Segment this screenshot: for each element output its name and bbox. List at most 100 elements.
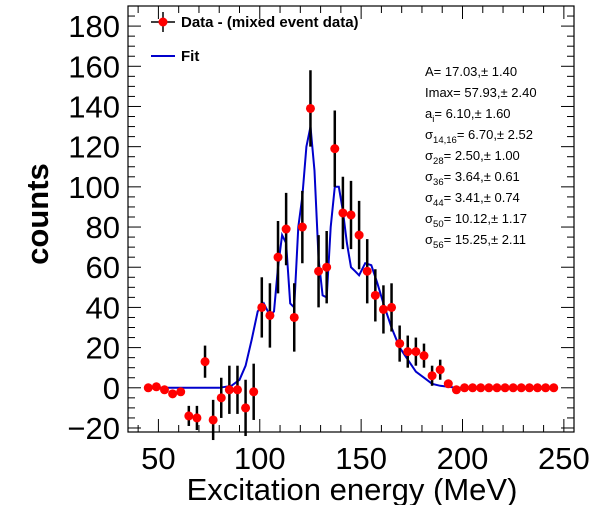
- data-point: [265, 310, 275, 320]
- data-point: [257, 302, 267, 312]
- fit-parameter-5: σ36= 3.64,± 0.61: [425, 169, 520, 188]
- data-point: [468, 383, 478, 393]
- y-tick-label: 100: [68, 170, 120, 205]
- fit-parameter-value: = 3.64,± 0.61: [444, 169, 520, 184]
- y-tick-label: 120: [68, 130, 120, 165]
- data-point: [419, 351, 429, 361]
- data-point: [289, 312, 299, 322]
- legend-data-marker: [158, 17, 168, 27]
- data-point: [297, 222, 307, 232]
- data-point: [460, 383, 470, 393]
- data-point: [314, 266, 324, 276]
- data-points: [143, 103, 559, 425]
- data-point: [435, 365, 445, 375]
- fit-parameter-subscript: 50: [433, 219, 444, 230]
- data-point: [524, 383, 534, 393]
- x-tick-label: 200: [437, 441, 489, 476]
- data-point: [484, 383, 494, 393]
- data-point: [232, 385, 242, 395]
- fit-parameter-subscript: 36: [433, 177, 444, 188]
- fit-parameter-subscript: 28: [433, 156, 444, 167]
- data-point: [281, 224, 291, 234]
- data-point: [322, 262, 332, 272]
- fit-parameter-8: σ56= 15.25,± 2.11: [425, 232, 526, 251]
- data-point: [200, 357, 210, 367]
- data-point: [168, 389, 178, 399]
- fit-parameter-value: = 3.41,± 0.74: [444, 190, 520, 205]
- data-point: [249, 387, 259, 397]
- data-point: [354, 230, 364, 240]
- fit-parameter-4: σ28= 2.50,± 1.00: [425, 148, 520, 167]
- fit-parameter-name: σ: [425, 169, 433, 184]
- fit-parameters-box: A= 17.03,± 1.40 Imax= 57.93,± 2.40 ai= 6.1…: [425, 64, 537, 251]
- data-point: [541, 383, 551, 393]
- fit-parameter-subscript: 56: [433, 240, 444, 251]
- fit-parameter-value: = 17.03,± 1.40: [434, 64, 517, 79]
- data-point: [208, 415, 218, 425]
- fit-parameter-value: = 6.70,± 2.52: [457, 127, 533, 142]
- fit-parameter-3: σ14,16= 6.70,± 2.52: [425, 127, 533, 146]
- data-point: [516, 383, 526, 393]
- data-point: [176, 387, 186, 397]
- x-axis-title: Excitation energy (MeV): [187, 472, 518, 505]
- y-tick-label: 140: [68, 89, 120, 124]
- plot-frame: [127, 5, 575, 433]
- y-tick-label: 160: [68, 49, 120, 84]
- data-point: [273, 252, 283, 262]
- data-point: [151, 382, 161, 392]
- data-point: [346, 210, 356, 220]
- fit-parameter-6: σ44= 3.41,± 0.74: [425, 190, 520, 209]
- x-tick-label: 150: [335, 441, 387, 476]
- y-axis-title: counts: [20, 163, 55, 265]
- fit-parameter-name: A: [425, 64, 434, 79]
- fit-parameter-name: σ: [425, 148, 433, 163]
- y-tick-label: 80: [86, 210, 120, 245]
- fit-parameter-subscript: 44: [433, 198, 444, 209]
- y-tick-label: 0: [103, 371, 120, 406]
- data-point: [549, 383, 559, 393]
- fit-parameter-subscript: i: [432, 114, 434, 125]
- y-tick-label: 20: [86, 331, 120, 366]
- data-point: [395, 339, 405, 349]
- fit-parameter-value: = 57.93,± 2.40: [453, 85, 536, 100]
- fit-parameter-0: A= 17.03,± 1.40: [425, 64, 517, 79]
- data-point: [508, 383, 518, 393]
- y-tick-label: 180: [68, 9, 120, 44]
- data-point: [411, 347, 421, 357]
- fit-parameter-name: a: [425, 106, 433, 121]
- data-point: [184, 411, 194, 421]
- fit-parameter-name: σ: [425, 190, 433, 205]
- data-point: [476, 383, 486, 393]
- fit-parameter-value: = 6.10,± 1.60: [434, 106, 510, 121]
- fit-parameter-name: σ: [425, 127, 433, 142]
- data-point: [241, 403, 251, 413]
- data-point: [330, 144, 340, 154]
- data-point: [451, 385, 461, 395]
- data-point: [403, 347, 413, 357]
- data-point: [192, 413, 202, 423]
- data-point: [224, 385, 234, 395]
- fit-parameter-value: = 10.12,± 1.17: [444, 211, 527, 226]
- data-point: [370, 290, 380, 300]
- x-tick-label: 250: [538, 441, 590, 476]
- data-point: [378, 304, 388, 314]
- data-point: [443, 379, 453, 389]
- fit-parameter-2: ai= 6.10,± 1.60: [425, 106, 511, 125]
- data-point: [143, 383, 153, 393]
- error-bars: [187, 70, 442, 441]
- legend-fit-label: Fit: [181, 48, 199, 65]
- y-tick-label: 60: [86, 250, 120, 285]
- y-tick-label: 40: [86, 290, 120, 325]
- data-point: [305, 103, 315, 113]
- fit-parameter-7: σ50= 10.12,± 1.17: [425, 211, 527, 230]
- data-point: [362, 266, 372, 276]
- data-point: [338, 208, 348, 218]
- data-point: [159, 385, 169, 395]
- x-tick-label: 100: [234, 441, 286, 476]
- fit-parameter-1: Imax= 57.93,± 2.40: [425, 85, 537, 100]
- y-tick-label: −20: [67, 411, 120, 446]
- data-point: [533, 383, 543, 393]
- fit-parameter-name: σ: [425, 232, 433, 247]
- data-point: [500, 383, 510, 393]
